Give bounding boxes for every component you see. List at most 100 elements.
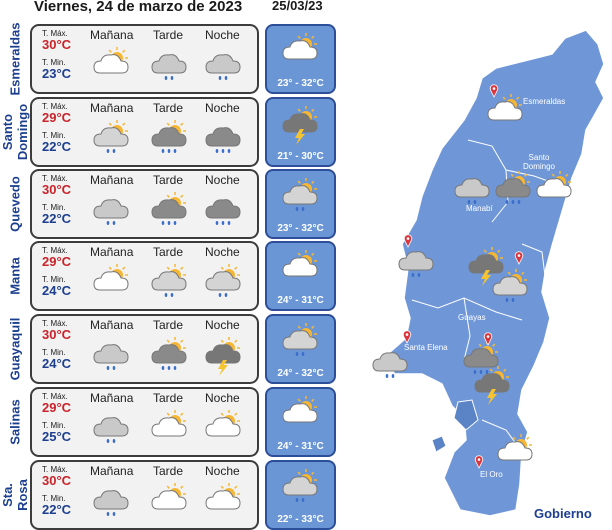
sun-cloud-rain-icon xyxy=(280,177,320,222)
storm-cloud-icon xyxy=(149,191,189,236)
location-pin-icon xyxy=(402,330,412,344)
day-card-sta-rosa: T. Máx. 30°C T. Min. 22°C Mañana Tarde Noche xyxy=(30,460,259,530)
location-pin-icon xyxy=(489,84,499,98)
max-temp: 29°C xyxy=(42,110,72,125)
city-name-line: Rosa xyxy=(15,479,30,511)
afternoon-label: Tarde xyxy=(153,391,184,405)
temp-range: 24° - 31°C xyxy=(277,441,324,452)
forecast-box-manta: 24° - 31°C xyxy=(265,241,336,311)
city-name-sta-rosa: Sta. Rosa xyxy=(0,479,30,511)
location-pin-icon xyxy=(474,455,484,469)
afternoon-label: Tarde xyxy=(153,318,184,332)
map-cloud-rain-icon xyxy=(396,243,436,288)
night-label: Noche xyxy=(205,391,240,405)
afternoon-label: Tarde xyxy=(153,245,184,259)
night-label: Noche xyxy=(205,464,240,478)
cloud-rain-icon xyxy=(91,409,131,454)
map-label-santa-elena: Santa Elena xyxy=(404,343,448,352)
city-name-line: Domingo xyxy=(15,103,30,161)
day-card-esmeraldas: T. Máx. 30°C T. Min. 23°C Mañana Tarde Noche xyxy=(30,24,259,94)
morning-label: Mañana xyxy=(90,101,134,115)
city-name-line: Quevedo xyxy=(7,176,23,232)
max-label: T. Máx. xyxy=(42,102,68,111)
heavy-rain-icon xyxy=(203,191,243,236)
day-card-guayaquil: T. Máx. 30°C T. Min. 24°C Mañana Tarde Noche xyxy=(30,314,259,384)
morning-label: Mañana xyxy=(90,464,134,478)
sun-cloud-rain-icon xyxy=(280,468,320,513)
max-temp: 30°C xyxy=(42,473,72,488)
map-partly-cloudy-icon xyxy=(534,170,574,215)
thunderstorm-icon xyxy=(203,336,243,381)
city-name-salinas: Salinas xyxy=(8,399,23,445)
partly-cloudy-icon xyxy=(149,482,189,527)
min-label: T. Min. xyxy=(42,203,66,212)
max-temp: 30°C xyxy=(42,37,72,52)
max-temp: 30°C xyxy=(42,182,72,197)
map-label-esmeraldas: Esmeraldas xyxy=(523,97,566,106)
sun-cloud-rain-icon xyxy=(149,263,189,308)
partly-cloudy-icon xyxy=(91,46,131,91)
max-label: T. Máx. xyxy=(42,29,68,38)
map-cloud-rain-icon xyxy=(370,344,410,389)
map-label-manabi: Manabí xyxy=(466,204,493,213)
min-label: T. Min. xyxy=(42,275,66,284)
map-partly-cloudy-icon xyxy=(485,93,525,138)
partly-cloudy-icon xyxy=(203,482,243,527)
partly-cloudy-icon xyxy=(280,249,320,294)
morning-label: Mañana xyxy=(90,318,134,332)
max-temp: 30°C xyxy=(42,327,72,342)
date-title: Viernes, 24 de marzo de 2023 xyxy=(34,0,243,15)
morning-label: Mañana xyxy=(90,28,134,42)
day-card-manta: T. Máx. 29°C T. Min. 24°C Mañana Tarde Noche xyxy=(30,241,259,311)
temp-range: 23° - 32°C xyxy=(277,223,324,234)
map-thunderstorm-icon xyxy=(466,246,506,291)
temp-range: 22° - 33°C xyxy=(277,514,324,525)
storm-cloud-icon xyxy=(149,336,189,381)
map-partly-cloudy-icon xyxy=(495,433,535,478)
max-label: T. Máx. xyxy=(42,392,68,401)
thunderstorm-icon xyxy=(280,105,320,150)
city-name-manta: Manta xyxy=(8,257,23,295)
min-temp: 22°C xyxy=(42,139,72,154)
forecast-box-sta-rosa: 22° - 33°C xyxy=(265,460,336,530)
map-storm-cloud-icon xyxy=(461,340,501,385)
max-label: T. Máx. xyxy=(42,319,68,328)
day-card-salinas: T. Máx. 29°C T. Min. 25°C Mañana Tarde Noche xyxy=(30,387,259,457)
afternoon-label: Tarde xyxy=(153,464,184,478)
city-name-quevedo: Quevedo xyxy=(8,176,23,232)
max-label: T. Máx. xyxy=(42,246,68,255)
forecast-box-salinas: 24° - 31°C xyxy=(265,387,336,457)
city-name-line: Manta xyxy=(7,257,23,295)
max-temp: 29°C xyxy=(42,254,72,269)
city-name-esmeraldas: Esmeraldas xyxy=(8,23,23,96)
partly-cloudy-icon xyxy=(91,263,131,308)
forecast-box-esmeraldas: 23° - 32°C xyxy=(265,24,336,94)
temp-range: 24° - 32°C xyxy=(277,368,324,379)
min-label: T. Min. xyxy=(42,421,66,430)
min-temp: 22°C xyxy=(42,211,72,226)
city-name-line: Sta. xyxy=(0,483,15,507)
min-label: T. Min. xyxy=(42,348,66,357)
city-name-line: Esmeraldas xyxy=(7,22,23,96)
partly-cloudy-icon xyxy=(149,409,189,454)
temp-range: 24° - 31°C xyxy=(277,295,324,306)
day-card-santo-domingo: T. Máx. 29°C T. Min. 22°C Mañana Tarde Noche xyxy=(30,97,259,167)
forecast-box-santo-domingo: 21° - 30°C xyxy=(265,97,336,167)
temp-range: 21° - 30°C xyxy=(277,151,324,162)
map-label-guayas: Guayas xyxy=(458,313,486,322)
temp-range: 23° - 32°C xyxy=(277,78,324,89)
city-name-santo-domingo: Santo Domingo xyxy=(0,104,30,160)
sun-cloud-rain-icon xyxy=(91,119,131,164)
city-name-line: Salinas xyxy=(7,399,23,445)
forecast-date: 25/03/23 xyxy=(272,0,323,13)
location-pin-icon xyxy=(514,251,524,265)
location-pin-icon xyxy=(403,234,413,248)
night-label: Noche xyxy=(205,101,240,115)
cloud-rain-icon xyxy=(91,482,131,527)
city-name-line: Santo xyxy=(0,113,15,151)
max-temp: 29°C xyxy=(42,400,72,415)
morning-label: Mañana xyxy=(90,173,134,187)
forecast-box-guayaquil: 24° - 32°C xyxy=(265,314,336,384)
heavy-rain-icon xyxy=(203,119,243,164)
morning-label: Mañana xyxy=(90,391,134,405)
